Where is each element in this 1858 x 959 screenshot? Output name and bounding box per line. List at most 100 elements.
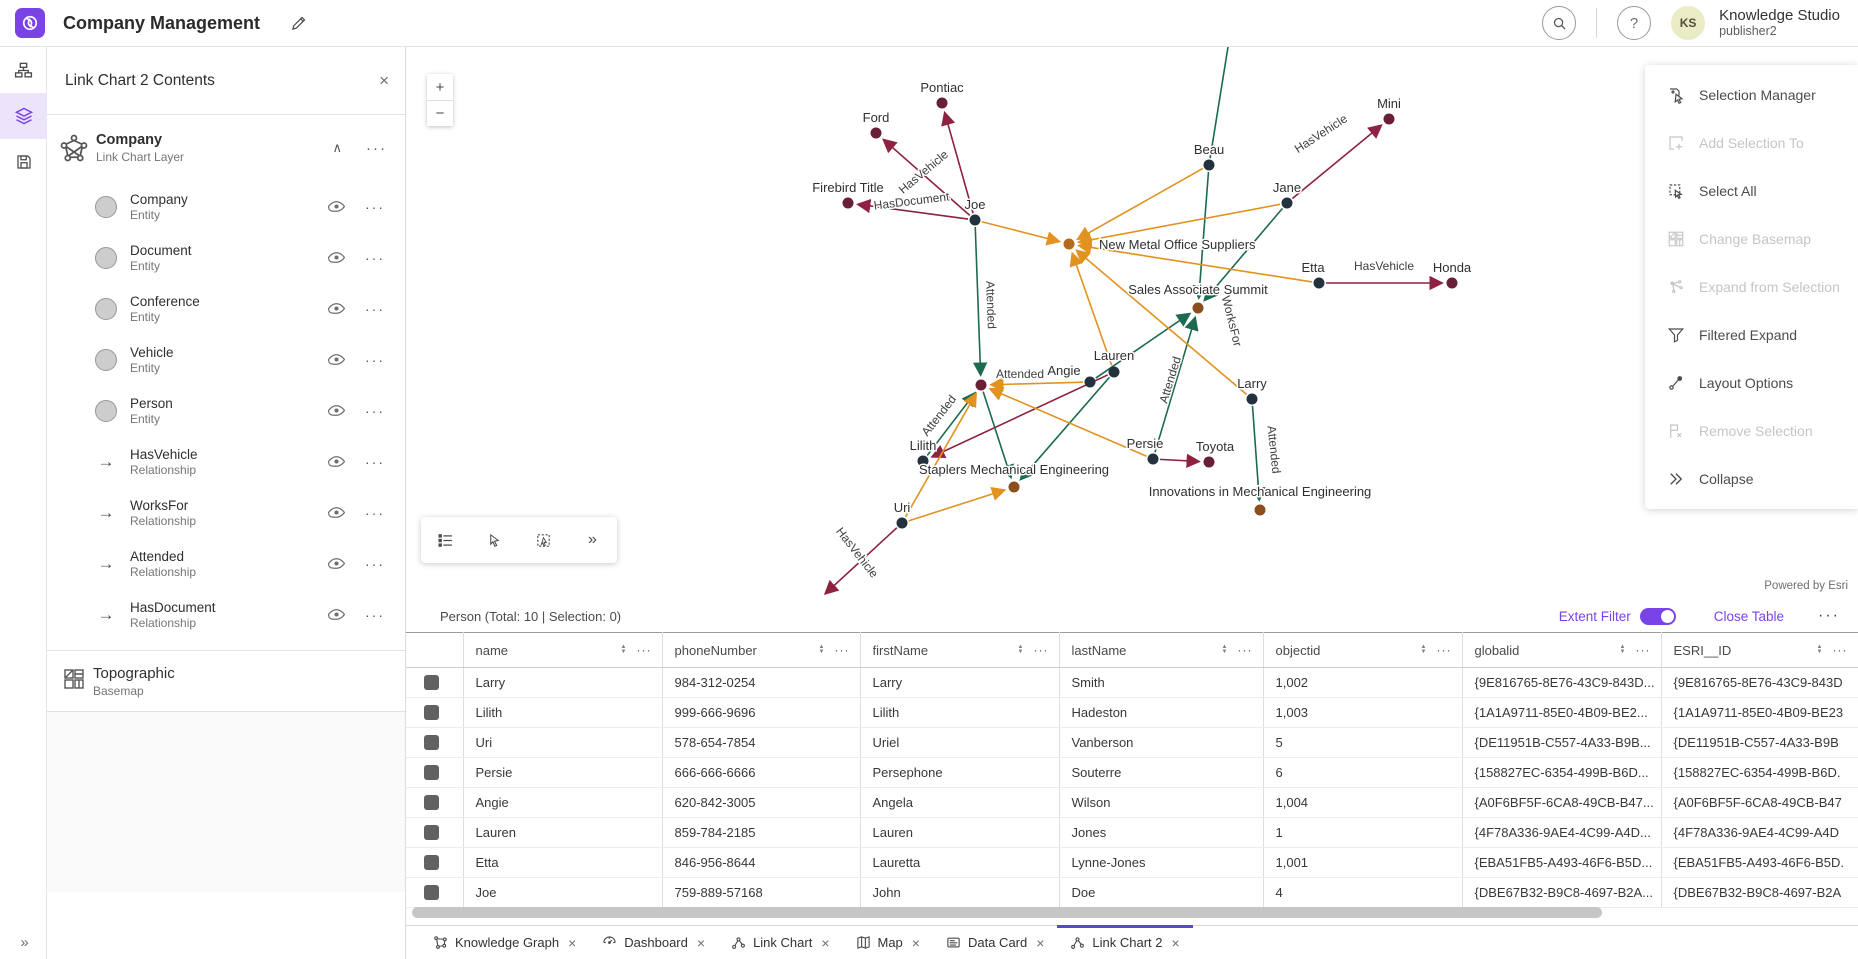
column-header-lastName[interactable]: lastName ▲ ▼ ··· bbox=[1059, 632, 1264, 668]
visibility-eye-icon[interactable] bbox=[323, 401, 349, 420]
sort-icon[interactable]: ▲ ▼ bbox=[1420, 644, 1427, 655]
contents-item-conference[interactable]: Conference Entity ··· bbox=[47, 283, 405, 334]
column-header-ESRI__ID[interactable]: ESRI__ID ▲ ▼ ··· bbox=[1661, 632, 1858, 668]
close-panel-icon[interactable]: × bbox=[379, 70, 389, 90]
table-row[interactable]: Lilith 999-666-9696 Lilith Hadeston 1,003 {1A… bbox=[406, 697, 1858, 728]
node-jane[interactable] bbox=[1281, 197, 1293, 209]
tab-close-icon[interactable]: × bbox=[1171, 934, 1180, 951]
item-menu-icon[interactable]: ··· bbox=[365, 606, 385, 623]
contents-item-attended[interactable]: → Attended Relationship ··· bbox=[47, 538, 405, 589]
edge-uri-offscreen[interactable] bbox=[823, 527, 898, 595]
table-row[interactable]: Lauren 859-784-2185 Lauren Jones 1 {4F78A336-… bbox=[406, 817, 1858, 848]
contents-item-hasdocument[interactable]: → HasDocument Relationship ··· bbox=[47, 589, 405, 640]
more-tools-icon[interactable]: » bbox=[588, 531, 597, 548]
column-header-globalid[interactable]: globalid ▲ ▼ ··· bbox=[1462, 632, 1662, 668]
node-innovations[interactable] bbox=[1254, 504, 1266, 516]
menu-item-collapse[interactable]: Collapse bbox=[1645, 455, 1858, 503]
edit-title-icon[interactable] bbox=[284, 9, 312, 37]
tab-link-chart[interactable]: Link Chart × bbox=[718, 926, 842, 959]
node-lauren[interactable] bbox=[1108, 366, 1120, 378]
menu-item-layout-options[interactable]: Layout Options bbox=[1645, 359, 1858, 407]
node-pontiac[interactable] bbox=[936, 97, 948, 109]
row-checkbox[interactable] bbox=[424, 765, 439, 780]
column-menu-icon[interactable]: ··· bbox=[1436, 643, 1452, 657]
column-menu-icon[interactable]: ··· bbox=[1832, 643, 1848, 657]
node-nmos[interactable] bbox=[1063, 238, 1075, 250]
row-checkbox[interactable] bbox=[424, 885, 439, 900]
node-staplers[interactable] bbox=[1008, 481, 1020, 493]
tab-map[interactable]: Map × bbox=[843, 926, 933, 959]
row-checkbox[interactable] bbox=[424, 795, 439, 810]
contents-item-document[interactable]: Document Entity ··· bbox=[47, 232, 405, 283]
menu-item-filtered-expand[interactable]: Filtered Expand bbox=[1645, 311, 1858, 359]
contents-item-company[interactable]: Company Entity ··· bbox=[47, 181, 405, 232]
tab-close-icon[interactable]: × bbox=[1036, 934, 1045, 951]
link-chart-canvas[interactable]: HasVehicle HasDocument HasVehicle HasVehicl… bbox=[406, 47, 1858, 600]
column-header-name[interactable]: name ▲ ▼ ··· bbox=[463, 632, 663, 668]
table-row[interactable]: Angie 620-842-3005 Angela Wilson 1,004 {A0F6B… bbox=[406, 787, 1858, 818]
edge-persie-toyota[interactable] bbox=[1159, 453, 1201, 468]
avatar[interactable]: KS bbox=[1671, 6, 1706, 40]
edge-joe-ford[interactable] bbox=[882, 138, 971, 216]
extent-filter-toggle[interactable] bbox=[1639, 607, 1676, 625]
visibility-eye-icon[interactable] bbox=[323, 197, 349, 216]
column-menu-icon[interactable]: ··· bbox=[1635, 643, 1651, 657]
edge-persie-sas[interactable] bbox=[1154, 315, 1199, 453]
collapse-rail-icon[interactable]: » bbox=[20, 934, 28, 951]
menu-item-selection-manager[interactable]: Selection Manager bbox=[1645, 71, 1858, 119]
layer-menu-icon[interactable]: ··· bbox=[366, 139, 387, 157]
node-angie[interactable] bbox=[1084, 376, 1096, 388]
node-beau[interactable] bbox=[1203, 159, 1215, 171]
edge-jane-mini[interactable] bbox=[1291, 124, 1383, 200]
node-toyota[interactable] bbox=[1203, 456, 1215, 468]
item-menu-icon[interactable]: ··· bbox=[365, 351, 385, 368]
edge-lauren-nmos[interactable] bbox=[1069, 251, 1113, 366]
basemap-row[interactable]: Topographic Basemap bbox=[47, 650, 405, 712]
tab-close-icon[interactable]: × bbox=[568, 934, 577, 951]
edge-hub-staplers[interactable] bbox=[982, 391, 1014, 480]
app-logo-icon[interactable] bbox=[15, 8, 45, 38]
row-checkbox[interactable] bbox=[424, 675, 439, 690]
edge-beau-nmos[interactable] bbox=[1076, 167, 1204, 241]
zoom-in-button[interactable]: + bbox=[427, 74, 453, 100]
contents-item-person[interactable]: Person Entity ··· bbox=[47, 385, 405, 436]
tab-close-icon[interactable]: × bbox=[696, 934, 706, 951]
edge-joe-hub[interactable] bbox=[972, 226, 988, 377]
edge-joe-pontiac[interactable] bbox=[941, 110, 974, 214]
row-checkbox[interactable] bbox=[424, 855, 439, 870]
visibility-eye-icon[interactable] bbox=[323, 503, 349, 522]
column-menu-icon[interactable]: ··· bbox=[636, 643, 652, 657]
edge-beau-sas[interactable] bbox=[1192, 171, 1210, 300]
edge-etta-nmos[interactable] bbox=[1077, 240, 1313, 283]
sort-icon[interactable]: ▲ ▼ bbox=[1619, 644, 1626, 655]
table-row[interactable]: Uri 578-654-7854 Uriel Vanberson 5 {DE11951B-… bbox=[406, 727, 1858, 758]
node-mini[interactable] bbox=[1383, 113, 1395, 125]
table-row[interactable]: Larry 984-312-0254 Larry Smith 1,002 {9E81676… bbox=[406, 667, 1858, 698]
column-menu-icon[interactable]: ··· bbox=[834, 643, 850, 657]
contents-item-worksfor[interactable]: → WorksFor Relationship ··· bbox=[47, 487, 405, 538]
edge-persie-hub[interactable] bbox=[988, 387, 1147, 457]
node-ford[interactable] bbox=[870, 127, 882, 139]
help-icon[interactable]: ? bbox=[1617, 6, 1652, 40]
item-menu-icon[interactable]: ··· bbox=[365, 300, 385, 317]
save-icon[interactable] bbox=[0, 139, 47, 185]
sort-icon[interactable]: ▲ ▼ bbox=[1017, 644, 1024, 655]
item-menu-icon[interactable]: ··· bbox=[365, 249, 385, 266]
node-honda[interactable] bbox=[1446, 277, 1458, 289]
table-horizontal-scrollbar[interactable] bbox=[412, 907, 1602, 918]
visibility-eye-icon[interactable] bbox=[323, 554, 349, 573]
menu-item-select-all[interactable]: Select All bbox=[1645, 167, 1858, 215]
visibility-eye-icon[interactable] bbox=[323, 605, 349, 624]
sort-icon[interactable]: ▲ ▼ bbox=[1816, 644, 1823, 655]
table-options-icon[interactable]: ··· bbox=[1818, 607, 1840, 624]
chevron-up-icon[interactable]: ∧ bbox=[332, 140, 342, 155]
zoom-out-button[interactable]: − bbox=[427, 100, 453, 126]
tab-link-chart-2[interactable]: Link Chart 2 × bbox=[1057, 925, 1193, 959]
item-menu-icon[interactable]: ··· bbox=[365, 402, 385, 419]
table-row[interactable]: Persie 666-666-6666 Persephone Souterre 6 {15… bbox=[406, 757, 1858, 788]
node-etta[interactable] bbox=[1313, 277, 1325, 289]
hierarchy-icon[interactable] bbox=[0, 47, 47, 93]
node-hub[interactable] bbox=[975, 379, 987, 391]
visibility-eye-icon[interactable] bbox=[323, 350, 349, 369]
search-icon[interactable] bbox=[1542, 6, 1577, 40]
